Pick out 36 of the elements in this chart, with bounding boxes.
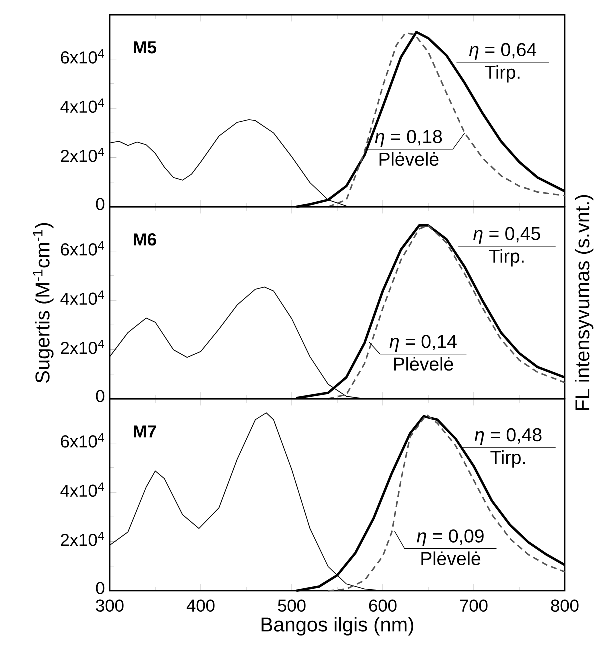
annotation: η = 0,48 bbox=[474, 428, 542, 446]
annotation: Tirp. bbox=[490, 450, 526, 468]
y-tick-label: 6x10$^{4}$ bbox=[61, 434, 104, 448]
annotation: η = 0,45 bbox=[474, 227, 540, 244]
annotation: Plėvelė bbox=[380, 152, 439, 166]
y-tick-label: 2x10$^{4}$ bbox=[61, 340, 104, 354]
y-axis-title: Sugertis (M$^{-1}$cm$^{-1}$) bbox=[33, 223, 54, 384]
x-tick-label: 600 bbox=[369, 600, 397, 612]
y-tick-label: 0 bbox=[96, 198, 105, 210]
y-tick-label: 4x10$^{4}$ bbox=[60, 98, 104, 114]
annotation: η = 0,09 bbox=[417, 530, 484, 546]
x-tick-label: 800 bbox=[551, 600, 579, 612]
annotation: η = 0,64 bbox=[469, 43, 537, 60]
y-tick-label: 4x10$^{4}$ bbox=[60, 290, 104, 306]
annotation: Tirp. bbox=[485, 65, 520, 83]
y-tick-label: 0 bbox=[96, 582, 105, 594]
y-tick-label: 2x10$^{4}$ bbox=[61, 148, 104, 162]
x-tick-label: 300 bbox=[96, 600, 124, 612]
y2-axis-title: FL intensyvumas (s.vnt.) bbox=[575, 195, 594, 410]
x-axis-title: Bangos ilgis (nm) bbox=[262, 617, 414, 636]
y-tick-label: 4x10$^{4}$ bbox=[60, 482, 104, 498]
text: M5 bbox=[134, 42, 157, 54]
x-tick-label: 700 bbox=[460, 600, 488, 612]
y-tick-label: 6x10$^{4}$ bbox=[61, 242, 104, 256]
y-tick-label: 0 bbox=[96, 390, 105, 402]
y-tick-label: 2x10$^{4}$ bbox=[61, 532, 104, 546]
x-tick-label: 400 bbox=[186, 600, 215, 612]
annotation: η = 0,14 bbox=[390, 335, 457, 352]
text: M6 bbox=[134, 234, 156, 246]
annotation: Plėvelė bbox=[422, 552, 481, 566]
annotation: η = 0,18 bbox=[375, 130, 442, 148]
annotation: Plėvelė bbox=[394, 357, 454, 371]
text: M7 bbox=[134, 426, 156, 438]
y-tick-label: 6x10$^{4}$ bbox=[61, 50, 104, 64]
x-tick-label: 500 bbox=[278, 600, 306, 612]
annotation: Tirp. bbox=[489, 249, 524, 267]
